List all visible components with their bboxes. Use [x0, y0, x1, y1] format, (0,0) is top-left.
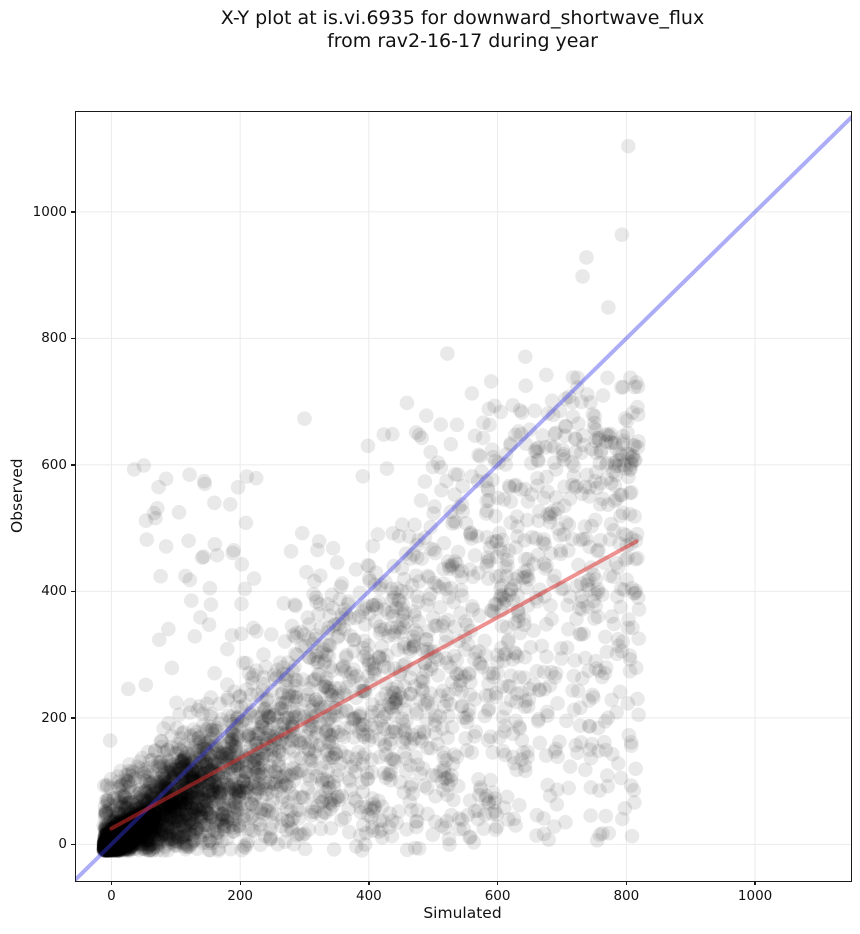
- x-tick-label: 200: [227, 888, 254, 904]
- plot-area: 0 200 400 600 800 1000 0 200 400 600 800 1000: [33, 111, 852, 904]
- y-tick-mark: [71, 843, 75, 846]
- y-tick-label: 1000: [32, 203, 67, 220]
- x-tick-mark: [368, 881, 370, 885]
- y-tick-label: 600: [41, 456, 67, 473]
- y-tick-label: 400: [41, 583, 67, 600]
- y-axis-label: Observed: [8, 458, 26, 533]
- y-tick-mark: [71, 337, 75, 340]
- y-tick-mark: [71, 717, 75, 719]
- y-tick-label: 800: [41, 330, 67, 347]
- y-tick-label: 200: [41, 709, 67, 726]
- x-tick-mark: [625, 881, 628, 885]
- y-tick-mark: [71, 211, 75, 213]
- x-tick-mark: [110, 881, 113, 885]
- y-tick-mark: [71, 590, 75, 593]
- x-tick-label: 0: [107, 888, 116, 904]
- x-tick-label: 600: [484, 888, 511, 904]
- x-tick-label: 1000: [737, 888, 773, 904]
- x-axis-label: Simulated: [423, 904, 502, 922]
- scatter-plot-canvas: [76, 112, 851, 881]
- x-tick-mark: [239, 881, 241, 885]
- x-tick-label: 800: [613, 888, 640, 904]
- y-tick-mark: [71, 464, 75, 466]
- x-tick-mark: [754, 881, 756, 885]
- y-tick-label: 0: [58, 836, 67, 853]
- x-tick-label: 400: [355, 888, 382, 904]
- chart-title: X-Y plot at is.vi.6935 for downward_shor…: [220, 7, 705, 52]
- x-tick-mark: [497, 881, 499, 885]
